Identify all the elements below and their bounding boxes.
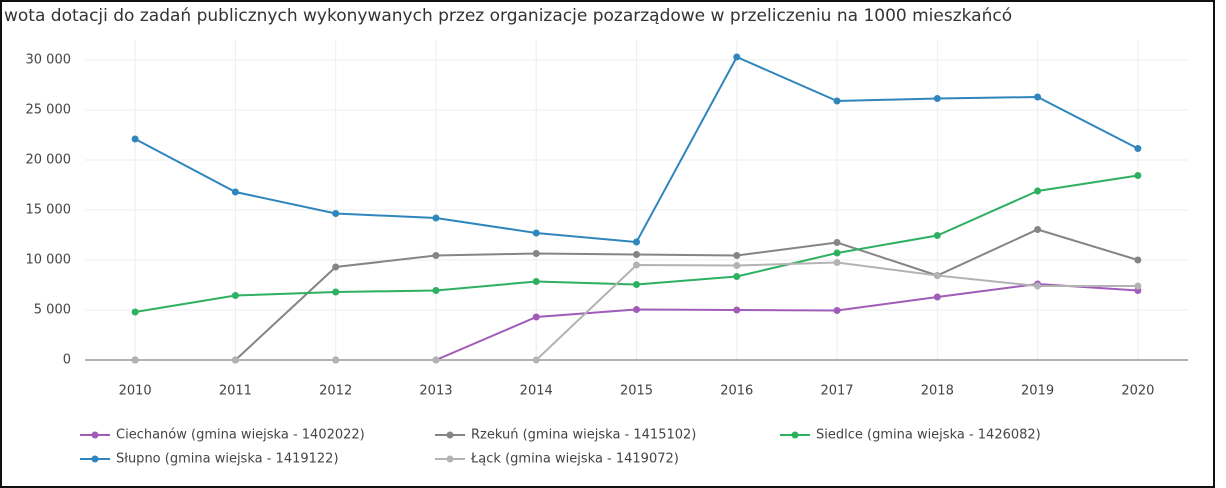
y-tick-label: 15 000 bbox=[26, 203, 72, 218]
point bbox=[432, 356, 440, 364]
x-tick-label: 2011 bbox=[219, 384, 252, 399]
point bbox=[332, 356, 340, 364]
point bbox=[733, 53, 741, 61]
legend-label: Ciechanów (gmina wiejska - 1402022) bbox=[116, 428, 365, 443]
point bbox=[933, 232, 941, 239]
point bbox=[532, 278, 540, 285]
y-tick-label: 10 000 bbox=[26, 253, 72, 268]
point bbox=[833, 249, 841, 257]
point bbox=[1134, 172, 1142, 179]
point bbox=[833, 97, 841, 105]
point bbox=[532, 229, 540, 237]
legend-dot bbox=[91, 431, 99, 439]
point bbox=[432, 214, 440, 222]
point bbox=[1034, 187, 1042, 195]
y-tick-label: 25 000 bbox=[26, 103, 72, 118]
point bbox=[1134, 282, 1142, 290]
point bbox=[231, 292, 239, 299]
point bbox=[733, 273, 741, 280]
point bbox=[131, 308, 139, 316]
legend-dot bbox=[791, 431, 799, 439]
point bbox=[332, 288, 340, 296]
point bbox=[733, 252, 741, 259]
point bbox=[1034, 282, 1042, 290]
point bbox=[1134, 256, 1142, 264]
point bbox=[933, 95, 941, 102]
point bbox=[633, 306, 640, 313]
x-tick-label: 2016 bbox=[720, 384, 753, 399]
point bbox=[432, 287, 440, 294]
point bbox=[833, 307, 841, 314]
x-tick-label: 2020 bbox=[1121, 384, 1154, 399]
x-tick-label: 2019 bbox=[1021, 384, 1054, 399]
point bbox=[933, 272, 941, 279]
y-tick-label: 5 000 bbox=[34, 303, 71, 318]
point bbox=[231, 356, 239, 364]
x-tick-label: 2017 bbox=[820, 384, 853, 399]
y-tick-label: 20 000 bbox=[26, 153, 72, 168]
x-tick-label: 2015 bbox=[620, 384, 653, 399]
legend-label: Rzekuń (gmina wiejska - 1415102) bbox=[471, 428, 696, 443]
point bbox=[332, 210, 340, 217]
y-tick-label: 0 bbox=[63, 353, 71, 368]
point bbox=[1034, 226, 1042, 233]
point bbox=[131, 135, 139, 143]
legend-dot bbox=[446, 431, 454, 439]
x-tick-label: 2018 bbox=[921, 384, 954, 399]
x-tick-label: 2013 bbox=[419, 384, 452, 399]
legend-label: Łąck (gmina wiejska - 1419072) bbox=[470, 452, 679, 467]
point bbox=[633, 251, 640, 258]
point bbox=[633, 261, 640, 269]
x-tick-label: 2014 bbox=[520, 384, 553, 399]
x-tick-label: 2010 bbox=[119, 384, 152, 399]
point bbox=[131, 356, 139, 364]
y-tick-label: 30 000 bbox=[26, 53, 72, 68]
legend-dot bbox=[91, 455, 99, 463]
point bbox=[833, 239, 841, 246]
point bbox=[1034, 93, 1042, 101]
point bbox=[532, 250, 540, 257]
point bbox=[633, 238, 640, 246]
point bbox=[532, 356, 540, 364]
legend-dot bbox=[446, 455, 454, 463]
point bbox=[733, 262, 741, 269]
point bbox=[532, 313, 540, 321]
x-tick-label: 2012 bbox=[319, 384, 352, 399]
point bbox=[1134, 145, 1142, 152]
point bbox=[231, 188, 239, 196]
point bbox=[733, 306, 741, 314]
point bbox=[633, 281, 640, 288]
point bbox=[432, 252, 440, 259]
legend-label: Słupno (gmina wiejska - 1419122) bbox=[116, 452, 339, 467]
point bbox=[833, 259, 841, 266]
chart-title: wota dotacji do zadań publicznych wykony… bbox=[4, 6, 1012, 26]
point bbox=[933, 293, 941, 301]
legend-label: Siedlce (gmina wiejska - 1426082) bbox=[816, 428, 1041, 443]
point bbox=[332, 263, 340, 271]
